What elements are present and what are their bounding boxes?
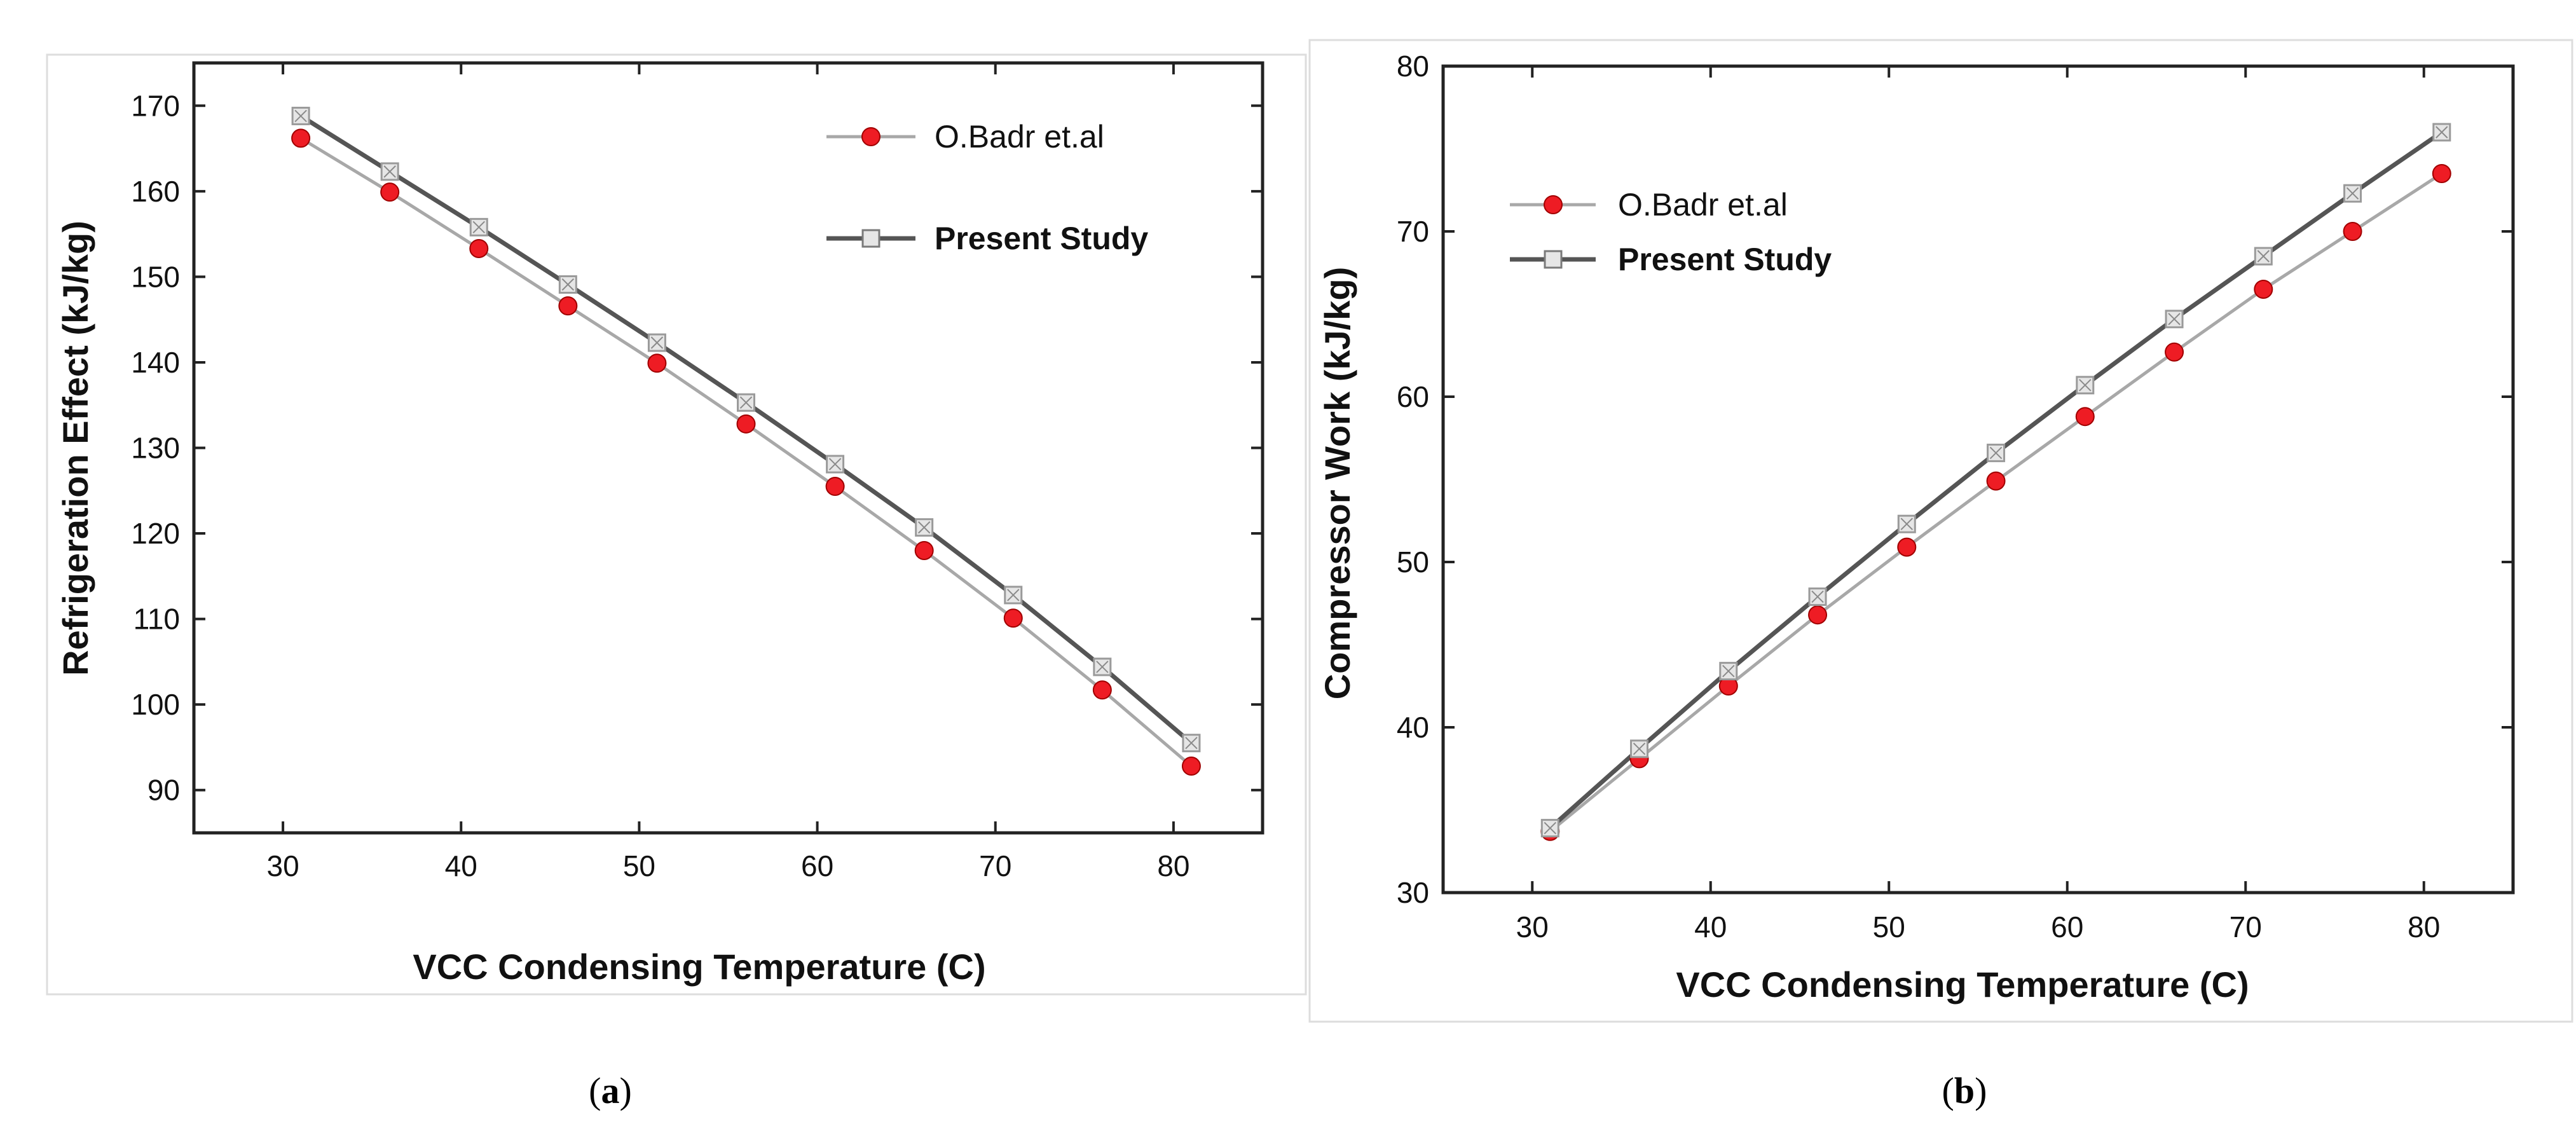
data-point-badr [2254, 280, 2273, 299]
panel-b-y-ticks: 30 40 50 60 70 80 [1397, 50, 2513, 909]
data-point-present-cross [828, 458, 842, 470]
data-point-present-cross [472, 221, 485, 234]
y-tick-label: 100 [131, 688, 180, 721]
data-point-present-cross [1900, 518, 1914, 530]
data-point-present-cross [1544, 821, 1557, 835]
x-tick-label: 70 [979, 849, 1011, 882]
data-point-badr [1181, 757, 1201, 776]
data-point-present-cross [1989, 446, 2003, 460]
panel-b-legend: O.Badr et.al Present Study [1510, 187, 1832, 277]
y-tick-label: 130 [131, 432, 180, 465]
y-tick-label: 30 [1397, 876, 1429, 909]
panel-a-legend-marker-present [861, 229, 880, 248]
panel-b-legend-label-present: Present Study [1618, 242, 1832, 277]
x-tick-label: 60 [801, 849, 833, 882]
caption-b-letter: b [1954, 1070, 1975, 1111]
x-tick-label: 50 [1873, 910, 1905, 943]
data-point-present-cross [1185, 737, 1198, 750]
data-point-present-cross [739, 396, 753, 409]
panel-b-series [1540, 123, 2451, 841]
caption-a-letter: a [601, 1070, 620, 1111]
data-point-present-cross [2079, 379, 2092, 392]
panel-a-frame [46, 53, 1307, 996]
data-point-badr [736, 414, 756, 434]
chart-panel-b: 30 40 50 60 70 80 30 40 50 60 70 80 VCC Condensing… [1308, 39, 2573, 1023]
y-tick-label: 50 [1397, 545, 1429, 579]
y-tick-label: 110 [134, 603, 180, 636]
x-tick-label: 30 [266, 849, 299, 882]
data-point-badr [1092, 680, 1112, 700]
data-point-badr [1897, 537, 1917, 557]
y-tick-label: 150 [131, 260, 180, 293]
data-point-present-cross [1633, 743, 1646, 755]
data-point-present-cross [2168, 313, 2181, 326]
panel-a-legend-marker-badr [861, 127, 880, 146]
panel-a-plot-area [192, 61, 1264, 835]
data-point-present-cross [1811, 590, 1824, 603]
y-tick-label: 140 [131, 346, 180, 379]
x-tick-label: 30 [1516, 910, 1549, 943]
x-tick-label: 70 [2230, 910, 2262, 943]
y-tick-label: 80 [1397, 50, 1429, 83]
panel-a-legend-label-badr: O.Badr et.al [935, 119, 1104, 154]
data-point-badr [291, 128, 311, 148]
y-tick-label: 70 [1397, 215, 1429, 248]
x-tick-label: 40 [1694, 910, 1727, 943]
x-tick-label: 60 [2051, 910, 2083, 943]
caption-b: (b) [1942, 1070, 1987, 1111]
data-point-present-cross [294, 109, 307, 123]
x-tick-label: 80 [2408, 910, 2440, 943]
data-point-badr [647, 353, 667, 373]
x-tick-label: 80 [1157, 849, 1189, 882]
panel-b-legend-label-badr: O.Badr et.al [1618, 187, 1788, 223]
panel-b-legend-marker-badr [1544, 195, 1563, 214]
panel-a-x-axis-title: VCC Condensing Temperature (C) [413, 947, 985, 987]
x-tick-label: 50 [623, 849, 655, 882]
data-point-present-cross [383, 165, 396, 178]
data-point-badr [1003, 608, 1023, 628]
data-point-present-cross [917, 521, 931, 534]
panel-a-legend-label-present: Present Study [935, 221, 1148, 256]
y-tick-label: 40 [1397, 711, 1429, 744]
data-point-present-cross [650, 336, 664, 349]
data-point-badr [1986, 471, 2006, 491]
data-point-badr [914, 540, 934, 560]
data-point-present-cross [2346, 187, 2359, 200]
panel-b-legend-marker-present [1544, 250, 1563, 269]
caption-a: (a) [589, 1070, 632, 1111]
data-point-present-cross [561, 278, 575, 291]
data-point-present-cross [1722, 664, 1735, 678]
y-tick-label: 90 [147, 774, 180, 807]
data-point-badr [2165, 342, 2184, 362]
panel-a-series [291, 106, 1201, 776]
panel-a-x-ticks: 30 40 50 60 70 80 [266, 63, 1190, 882]
data-point-badr [469, 238, 489, 258]
data-point-present-cross [1007, 589, 1020, 601]
data-point-badr [2343, 222, 2362, 241]
panel-b-frame [1308, 39, 2573, 1023]
panel-b-x-axis-title: VCC Condensing Temperature (C) [1676, 964, 2249, 1004]
data-point-badr [558, 296, 578, 316]
panel-a-y-axis-title: Refrigeration Effect (kJ/kg) [55, 221, 95, 676]
panel-b-y-axis-title: Compressor Work (kJ/kg) [1317, 267, 1357, 699]
y-tick-label: 120 [131, 517, 180, 550]
panel-a-y-ticks: 90 100 110 120 130 140 150 160 170 [131, 89, 1263, 807]
y-tick-label: 170 [131, 89, 180, 122]
panel-b-x-ticks: 30 40 50 60 70 80 [1516, 66, 2440, 943]
data-point-present-cross [2257, 250, 2270, 263]
data-point-badr [2432, 164, 2451, 183]
data-point-present-cross [2436, 126, 2448, 139]
data-point-badr [1808, 605, 1828, 625]
data-point-present-cross [1096, 661, 1109, 673]
y-tick-label: 160 [131, 175, 180, 208]
x-tick-label: 40 [445, 849, 477, 882]
y-tick-label: 60 [1397, 380, 1429, 413]
data-point-badr [825, 477, 845, 497]
data-point-badr [2075, 407, 2095, 427]
data-point-badr [380, 182, 400, 202]
panel-a-legend: O.Badr et.al Present Study [826, 119, 1148, 256]
